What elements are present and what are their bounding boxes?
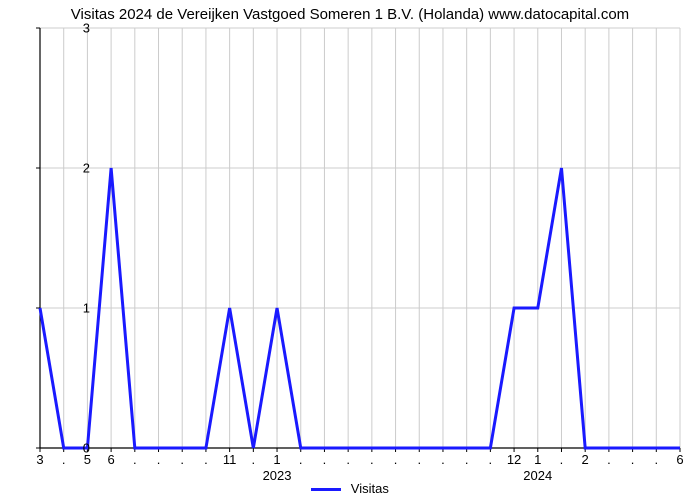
x-tick-label: . (394, 452, 398, 467)
x-tick-label: . (370, 452, 374, 467)
legend-label: Visitas (351, 481, 389, 496)
plot-svg (40, 28, 680, 448)
x-tick-label: . (417, 452, 421, 467)
x-tick-label: . (465, 452, 469, 467)
x-tick-label: . (323, 452, 327, 467)
chart-container: Visitas 2024 de Vereijken Vastgoed Somer… (0, 0, 700, 500)
x-tick-label: 1 (273, 452, 280, 467)
x-tick-label: . (654, 452, 658, 467)
x-tick-label: 1 (534, 452, 541, 467)
x-tick-label: . (346, 452, 350, 467)
x-tick-label: 11 (223, 452, 237, 467)
x-tick-label: . (180, 452, 184, 467)
x-tick-label: 6 (676, 452, 683, 467)
x-tick-label: 2 (582, 452, 589, 467)
plot-area (40, 28, 680, 448)
x-tick-label: . (133, 452, 137, 467)
x-tick-label: 3 (36, 452, 43, 467)
x-tick-label: . (62, 452, 66, 467)
y-tick-label: 1 (10, 301, 90, 316)
y-tick-label: 2 (10, 161, 90, 176)
legend: Visitas (0, 481, 700, 496)
x-tick-label: . (489, 452, 493, 467)
x-tick-label: . (560, 452, 564, 467)
legend-line-icon (311, 488, 341, 491)
x-tick-label: . (204, 452, 208, 467)
x-tick-label: . (157, 452, 161, 467)
x-tick-label: 6 (107, 452, 114, 467)
x-tick-label: . (607, 452, 611, 467)
x-tick-label: . (299, 452, 303, 467)
x-tick-label: 5 (84, 452, 91, 467)
x-tick-label: 12 (507, 452, 521, 467)
x-tick-label: . (252, 452, 256, 467)
y-tick-label: 3 (10, 21, 90, 36)
x-tick-label: . (441, 452, 445, 467)
x-tick-label: . (631, 452, 635, 467)
chart-title: Visitas 2024 de Vereijken Vastgoed Somer… (0, 6, 700, 23)
